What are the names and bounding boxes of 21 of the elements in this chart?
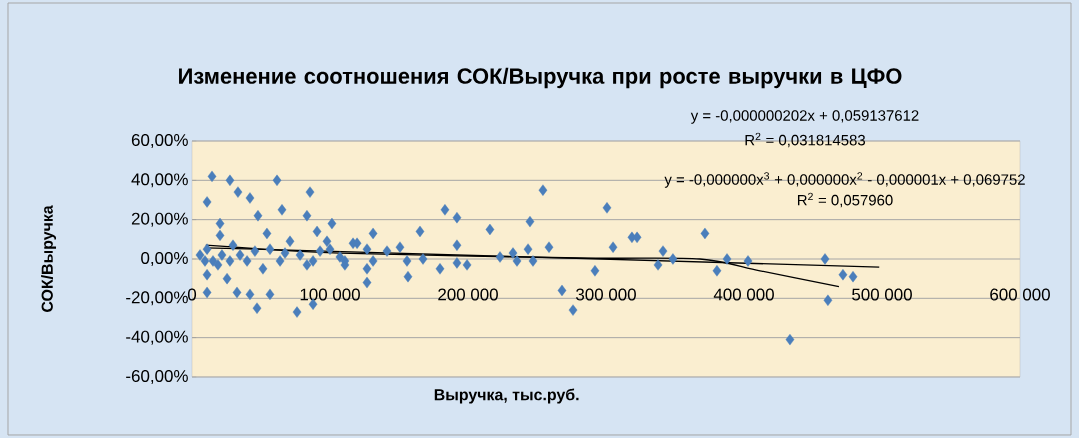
x-tick-label: 400 000 (713, 288, 774, 301)
x-tick-label: 500 000 (852, 288, 912, 301)
y-tick-label: 0,00% (141, 251, 188, 266)
y-tick-label: -20,00% (126, 291, 188, 306)
x-tick-label: 200 000 (438, 288, 498, 301)
y-tick-label: -60,00% (126, 369, 188, 384)
annotation: y = -0,000000x$^{3}$ + 0,000000x$^{2}$ - 0,000001x + 0,069752 (664, 172, 1025, 188)
chart-title: Изменение соотношения СОК/Выручка при росте выручки в ЦФО (179, 67, 902, 89)
x-tick-label: 100 000 (300, 288, 360, 301)
annotation: R$^{2}$ = 0,057960 (797, 192, 893, 208)
y-tick-label: -40,00% (126, 330, 188, 345)
y-tick-label: 40,00% (131, 173, 188, 188)
x-tick-label: 300 000 (576, 288, 636, 301)
y-tick-label: 60,00% (131, 133, 188, 148)
text: y = -0,000000202x + 0,059137612 (690, 110, 919, 124)
y-axis-title: СОК/Выручка (41, 205, 57, 312)
x-axis-title: Выручка, тыс.руб. (434, 388, 579, 404)
y-tick-label: 20,00% (131, 212, 188, 227)
x-tick-label: 600 000 (990, 288, 1050, 301)
annotation: R$^{2}$ = 0,031814583 (745, 132, 866, 148)
x-tick-label: 0 (187, 288, 197, 301)
